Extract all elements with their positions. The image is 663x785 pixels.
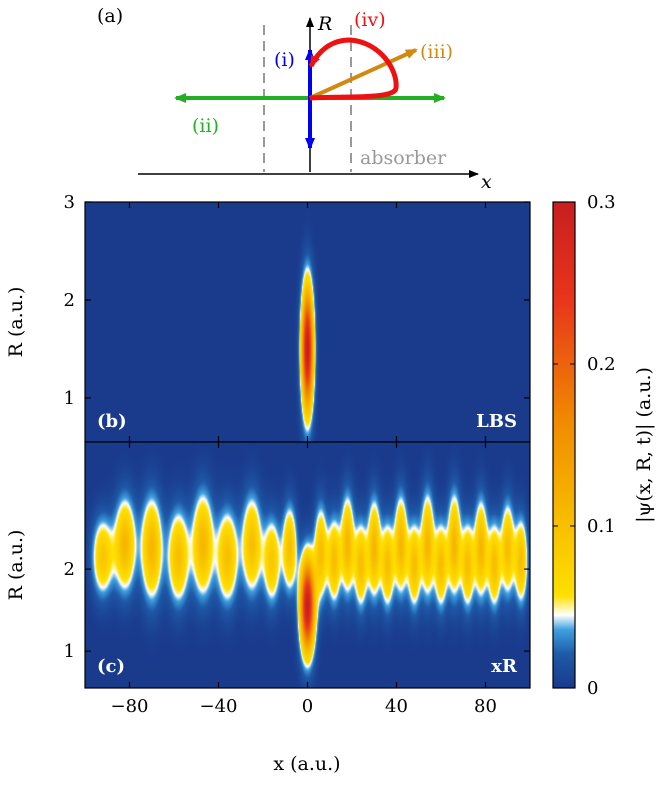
panel-c-ytick-label: 1 (64, 641, 75, 662)
panel-b-label: (b) (97, 411, 127, 432)
path-iii-label: (iii) (420, 41, 453, 63)
colorbar: 0 0.1 0.2 0.3 |ψ(x, R, t)| (a.u.) (552, 192, 655, 699)
colorbar-gradient (552, 201, 576, 689)
path-iii-arrow (309, 48, 418, 100)
colorbar-ticks: 0 0.1 0.2 0.3 (553, 192, 616, 699)
panel-b-tag: LBS (476, 411, 517, 432)
panel-b-ytick-label: 1 (64, 388, 75, 409)
panel-c-ticks: −80 −40 0 40 80 1 2 (64, 442, 530, 717)
panel-c-xtick-label: 40 (385, 696, 408, 717)
panel-c-heatmap-holder (85, 442, 530, 688)
panel-b-heatmap (85, 202, 530, 442)
panel-b-ylabel: R (a.u.) (5, 287, 27, 358)
schematic-label: (a) (97, 5, 123, 27)
colorbar-tick-label: 0.3 (587, 192, 616, 213)
path-iv-label: (iv) (354, 9, 386, 31)
schematic-x-label: x (481, 171, 492, 193)
panel-c: −80 −40 0 40 80 1 2 (c) xR R (a.u.) x (a.u.) (5, 441, 531, 775)
colorbar-tick-label: 0.1 (587, 516, 616, 537)
panel-c-heatmap (85, 442, 530, 688)
panel-c-tag: xR (491, 656, 518, 677)
panel-b-ticks: 1 2 3 (64, 192, 530, 442)
colorbar-label: |ψ(x, R, t)| (a.u.) (633, 367, 655, 523)
panel-c-xtick-label: 80 (474, 696, 497, 717)
panel-c-ytick-label: 2 (64, 559, 75, 580)
panel-c-xtick-label: −40 (200, 696, 238, 717)
path-iv-loop (308, 37, 399, 101)
panel-c-label: (c) (97, 656, 125, 677)
panel-c-ylabel: R (a.u.) (5, 530, 27, 601)
panel-b-ytick-label: 3 (64, 192, 75, 213)
schematic-panel: (a) absorber x R (ii) (i) (iii) (iv) (97, 5, 492, 193)
panel-b-ytick-label: 2 (64, 290, 75, 311)
path-ii-label: (ii) (192, 115, 219, 137)
panel-c-xlabel: x (a.u.) (273, 753, 340, 775)
absorber-label: absorber (360, 147, 447, 169)
panel-b-heatmap-holder (85, 202, 530, 442)
path-i-label: (i) (274, 49, 295, 71)
schematic-r-label: R (317, 13, 332, 35)
panel-c-xtick-label: 0 (302, 696, 313, 717)
panel-b: 1 2 3 (b) LBS R (a.u.) (5, 192, 531, 443)
colorbar-tick-label: 0.2 (587, 354, 616, 375)
colorbar-tick-label: 0 (587, 678, 598, 699)
panel-c-xtick-label: −80 (111, 696, 149, 717)
